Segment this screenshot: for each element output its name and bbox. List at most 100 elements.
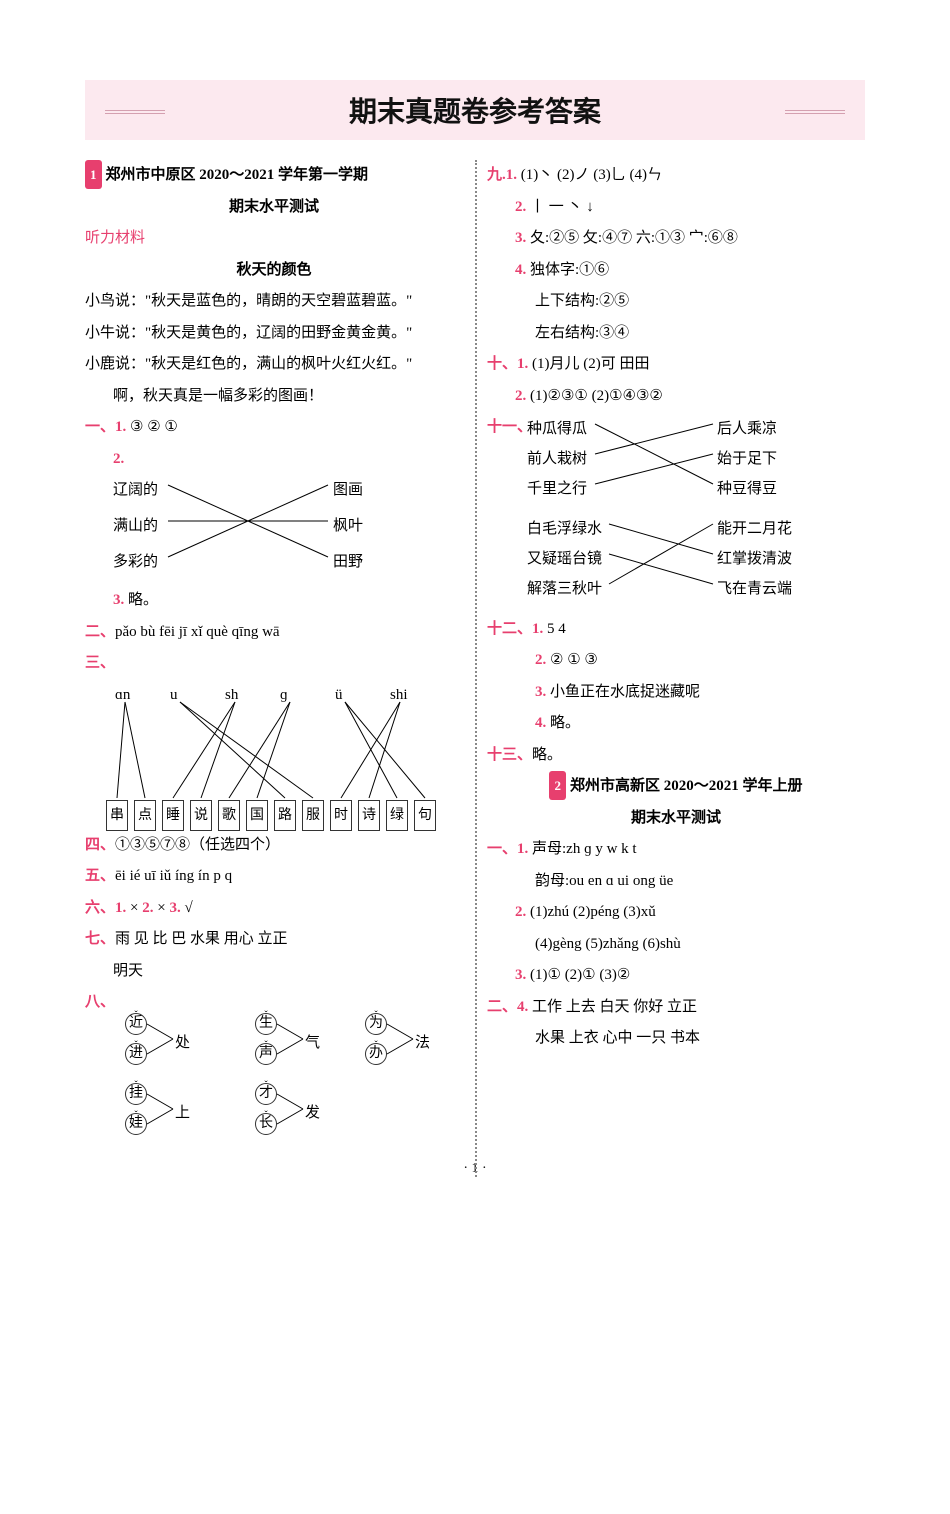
title-banner: 期末真题卷参考答案 — [85, 80, 865, 140]
p2-q1-1a: 声母:zh ɡ y w k t — [532, 841, 637, 857]
match3: 白毛浮绿水又疑瑶台镜解落三秋叶能开二月花红掌拨清波飞在青云端 — [527, 514, 865, 614]
q5: 五、ēi ié uī iǔ íng ín p q — [85, 861, 463, 893]
q9-4-num: 4. — [515, 262, 526, 278]
title-text: 期末真题卷参考答案 — [349, 97, 601, 128]
q9-4-ans: 独体字:①⑥ — [530, 262, 609, 278]
p2-q2-4: 二、4. 工作 上去 白天 你好 立正 — [487, 992, 865, 1024]
q9-4c: 左右结构:③④ — [487, 318, 865, 350]
eight-box: 近ˇ进ˇ处生ˇ声ˇ气为ˇ办ˇ法挂ˇ娃ˇ上才ˇ长ˇ发 — [105, 1013, 463, 1153]
q1-3-ans: 略。 — [128, 592, 158, 608]
circled-char: 近ˇ — [125, 1013, 147, 1035]
phon-top: ɡ — [280, 680, 288, 712]
phon-top: ɑn — [115, 680, 130, 712]
circled-char: 声ˇ — [255, 1043, 277, 1065]
paper2-sub: 期末水平测试 — [487, 803, 865, 835]
circled-char: 挂ˇ — [125, 1083, 147, 1105]
q6: 六、1. × 2. × 3. √ — [85, 893, 463, 925]
match-left-item: 又疑瑶台镜 — [527, 544, 602, 576]
q9-1: 九.1. (1)丶 (2)ノ (3)乚 (4)ㄣ — [487, 160, 865, 192]
q12-1: 十二、1. 5 4 — [487, 614, 865, 646]
q13-head: 十三、 — [487, 747, 532, 763]
match-right-item: 田野 — [333, 547, 363, 579]
pair-label: 处 — [175, 1028, 190, 1060]
q6-1a: × — [130, 900, 138, 916]
q12-2-ans: ② ① ③ — [550, 652, 598, 668]
phon-top: sh — [225, 680, 238, 712]
q10-2-num: 2. — [515, 388, 526, 404]
q12-1-num: 1. — [532, 621, 543, 637]
q7-head: 七、 — [85, 931, 115, 947]
pair-label: 发 — [305, 1098, 320, 1130]
q11-head: 十一、 — [487, 419, 532, 435]
q9-3-num: 3. — [515, 230, 526, 246]
q12-3: 3. 小鱼正在水底捉迷藏呢 — [487, 677, 865, 709]
match-right-item: 能开二月花 — [717, 514, 792, 546]
phon-bottom: 国 — [246, 800, 268, 831]
poem-l2: 小牛说："秋天是黄色的，辽阔的田野金黄金黄。" — [85, 318, 463, 350]
phon-top: shi — [390, 680, 408, 712]
phon-bottom: 串 — [106, 800, 128, 831]
q13: 十三、略。 — [487, 740, 865, 772]
q2: 二、pǎo bù fēi jī xǐ què qīng wā — [85, 617, 463, 649]
circled-char: 生ˇ — [255, 1013, 277, 1035]
q9-2: 2. 丨 一 丶 ↓ — [487, 192, 865, 224]
match-right-item: 红掌拨清波 — [717, 544, 792, 576]
q12-4: 4. 略。 — [487, 708, 865, 740]
match-left-item: 白毛浮绿水 — [527, 514, 602, 546]
match-left-item: 前人栽树 — [527, 444, 587, 476]
match-left-item: 种瓜得瓜 — [527, 414, 587, 446]
q6-2: 2. — [142, 900, 153, 916]
q9-1-num: 1. — [506, 167, 517, 183]
p2-q1-1-num: 1. — [517, 841, 528, 857]
paper1-header: 1郑州市中原区 2020～2021 学年第一学期 — [85, 160, 463, 192]
poem-l1: 小鸟说："秋天是蓝色的，晴朗的天空碧蓝碧蓝。" — [85, 286, 463, 318]
badge-2: 2 — [549, 771, 566, 800]
phon-bottom: 诗 — [358, 800, 380, 831]
q1-2: 2. — [85, 444, 463, 476]
match-right-item: 枫叶 — [333, 511, 363, 543]
q12-4-ans: 略。 — [550, 715, 580, 731]
q9-3-ans: 夂:②⑤ 攵:④⑦ 六:①③ 宀:⑥⑧ — [530, 230, 738, 246]
poem-title: 秋天的颜色 — [85, 255, 463, 287]
phon-bottom: 时 — [330, 800, 352, 831]
q1-1-ans: ③ ② ① — [130, 419, 178, 435]
q9-1-ans: (1)丶 (2)ノ (3)乚 (4)ㄣ — [521, 167, 662, 183]
phon-box: ɑnushɡüshi串点睡说歌国路服时诗绿句 — [105, 680, 463, 830]
q6-1: 1. — [115, 900, 126, 916]
listen-label: 听力材料 — [85, 223, 463, 255]
q10-head: 十、 — [487, 356, 517, 372]
q4-ans: ①③⑤⑦⑧（任选四个） — [115, 837, 280, 853]
p2-q2-4b: 水果 上衣 心中 一只 书本 — [487, 1023, 865, 1055]
circled-char: 长ˇ — [255, 1113, 277, 1135]
match-left-item: 辽阔的 — [113, 475, 158, 507]
q2-head: 二、 — [85, 624, 115, 640]
pair-label: 法 — [415, 1028, 430, 1060]
pair-label: 气 — [305, 1028, 320, 1060]
q10-2-ans: (1)②③① (2)①④③② — [530, 388, 663, 404]
circled-char: 为ˇ — [365, 1013, 387, 1035]
pair-label: 上 — [175, 1098, 190, 1130]
q12-3-ans: 小鱼正在水底捉迷藏呢 — [550, 684, 700, 700]
p2-q1-3-num: 3. — [515, 967, 526, 983]
phon-bottom: 绿 — [386, 800, 408, 831]
match-left-item: 解落三秋叶 — [527, 574, 602, 606]
phon-bottom: 歌 — [218, 800, 240, 831]
phon-bottom: 服 — [302, 800, 324, 831]
phon-bottom: 句 — [414, 800, 436, 831]
paper1-sub: 期末水平测试 — [85, 192, 463, 224]
match-right-item: 后人乘凉 — [717, 414, 777, 446]
match-left-item: 满山的 — [113, 511, 158, 543]
q12-head: 十二、 — [487, 621, 532, 637]
q5-head: 五、 — [85, 868, 115, 884]
q1-3: 3. 略。 — [85, 585, 463, 617]
p2-q1-head: 一、 — [487, 841, 517, 857]
q9-2-num: 2. — [515, 199, 526, 215]
phon-bottom: 路 — [274, 800, 296, 831]
q12-2: 2. ② ① ③ — [487, 645, 865, 677]
q10-1: 十、1. (1)月儿 (2)可 田田 — [487, 349, 865, 381]
p2-q1-2a: (1)zhú (2)péng (3)xǔ — [530, 904, 656, 920]
p2-q1-3: 3. (1)① (2)① (3)② — [487, 960, 865, 992]
q9-2-ans: 丨 一 丶 ↓ — [530, 199, 594, 215]
badge-1: 1 — [85, 160, 102, 189]
p2-q1-2-num: 2. — [515, 904, 526, 920]
